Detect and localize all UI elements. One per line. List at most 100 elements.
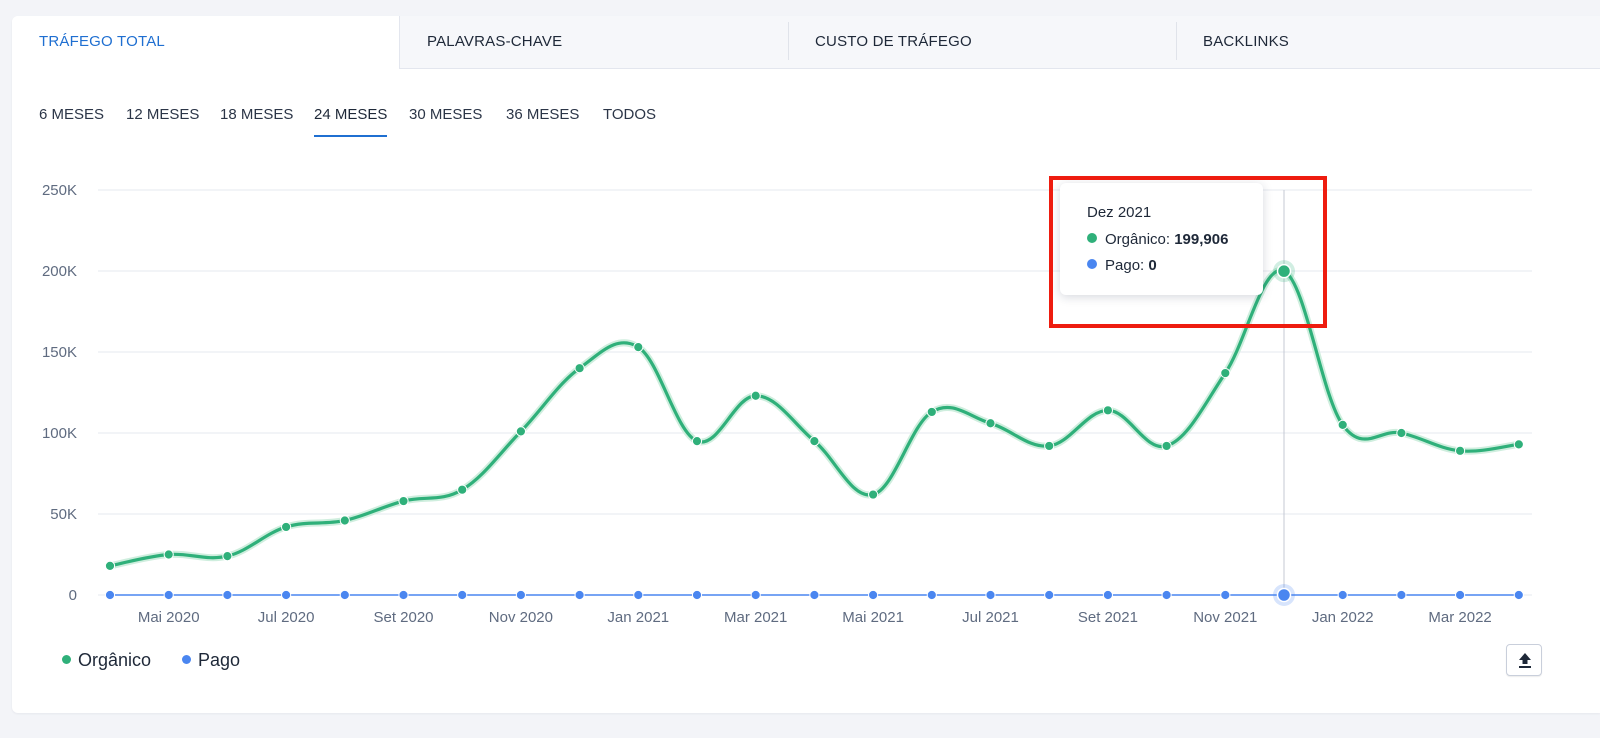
- y-tick-label: 0: [69, 587, 77, 604]
- paid-data-point: [1396, 589, 1407, 601]
- organic-data-point: [633, 342, 644, 353]
- organic-data-point: [163, 549, 174, 560]
- upload-icon: [1519, 653, 1531, 668]
- organic-data-point: [104, 560, 116, 571]
- organic-data-point: [222, 551, 233, 562]
- paid-data-point: [163, 589, 174, 601]
- legend-organic[interactable]: Orgânico: [62, 650, 151, 671]
- period-36-meses[interactable]: 36 MESES: [506, 106, 580, 123]
- tooltip-organic-value: 199,906: [1174, 231, 1229, 248]
- tab-trafego-total[interactable]: TRÁFEGO TOTAL: [12, 16, 400, 69]
- legend-organic-label: Orgânico: [78, 650, 152, 670]
- tab-backlinks[interactable]: BACKLINKS: [1203, 33, 1289, 50]
- paid-data-point: [1161, 589, 1172, 601]
- tooltip-title: Dez 2021: [1087, 204, 1152, 221]
- paid-data-point: [868, 589, 879, 601]
- x-tick-label: Mai 2021: [842, 609, 904, 626]
- y-tick-label: 150K: [42, 344, 77, 361]
- organic-data-point: [457, 484, 468, 495]
- paid-data-point: [1220, 589, 1231, 601]
- paid-data-point: [985, 589, 996, 601]
- x-tick-label: Jul 2020: [258, 609, 315, 626]
- legend-paid-label: Pago: [198, 650, 241, 670]
- period-18-meses[interactable]: 18 MESES: [220, 106, 294, 123]
- x-tick-label: Jul 2021: [962, 609, 1019, 626]
- organic-data-point: [926, 406, 937, 418]
- paid-data-point: [1455, 589, 1466, 601]
- tooltip-paid-value: 0: [1148, 257, 1157, 274]
- tooltip-paid-label: Pago:: [1105, 257, 1145, 274]
- export-button[interactable]: [1506, 644, 1542, 676]
- traffic-card: TRÁFEGO TOTAL PALAVRAS-CHAVE CUSTO DE TR…: [12, 16, 1600, 713]
- tab-palavras-chave[interactable]: PALAVRAS-CHAVE: [427, 33, 563, 50]
- x-tick-label: Jan 2021: [607, 609, 669, 626]
- paid-data-point: [1102, 589, 1114, 601]
- y-tick-label: 50K: [50, 506, 77, 523]
- legend-paid[interactable]: Pago: [182, 650, 240, 671]
- x-tick-label: Mai 2020: [138, 609, 200, 626]
- x-tick-label: Nov 2021: [1193, 609, 1257, 626]
- period-todos[interactable]: TODOS: [603, 106, 657, 123]
- paid-data-point: [1337, 589, 1348, 601]
- paid-data-point: [1513, 589, 1524, 601]
- paid-data-point: [809, 589, 820, 601]
- organic-data-point: [1455, 445, 1466, 456]
- organic-data-point: [691, 436, 703, 447]
- paid-data-point: [222, 589, 233, 601]
- x-tick-label: Mar 2021: [724, 609, 787, 626]
- organic-data-point: [398, 495, 409, 507]
- tooltip-organic-label: Orgânico:: [1105, 231, 1171, 248]
- paid-highlight-point: [1276, 587, 1292, 603]
- chart-tooltip: Dez 2021 Orgânico: 199,906 Pago: 0: [1060, 183, 1263, 295]
- organic-data-point: [1220, 367, 1231, 379]
- organic-data-point: [281, 521, 292, 533]
- organic-data-point: [1102, 405, 1114, 416]
- organic-data-point: [985, 418, 996, 429]
- period-6-meses[interactable]: 6 MESES: [39, 106, 105, 123]
- paid-data-point: [926, 589, 937, 601]
- paid-data-point: [339, 589, 350, 601]
- tab-divider: [788, 22, 789, 60]
- organic-data-point: [1513, 439, 1524, 450]
- organic-data-point: [339, 515, 350, 526]
- period-24-meses[interactable]: 24 MESES: [314, 106, 388, 137]
- period-30-meses[interactable]: 30 MESES: [409, 106, 483, 123]
- y-tick-label: 100K: [42, 425, 77, 442]
- highlight-annotation-box: [1049, 176, 1327, 328]
- period-12-meses[interactable]: 12 MESES: [126, 106, 200, 123]
- tooltip-organic-row: Orgânico: 199,906: [1087, 231, 1228, 248]
- tab-custo-de-trafego[interactable]: CUSTO DE TRÁFEGO: [815, 33, 972, 50]
- x-tick-label: Set 2021: [1078, 609, 1138, 626]
- paid-data-point: [515, 589, 527, 601]
- paid-dot-icon: [1087, 259, 1097, 269]
- organic-data-point: [750, 390, 761, 401]
- organic-dot-icon: [62, 655, 71, 664]
- tab-bar: TRÁFEGO TOTAL PALAVRAS-CHAVE CUSTO DE TR…: [12, 16, 1600, 69]
- x-tick-label: Mar 2022: [1428, 609, 1491, 626]
- y-tick-label: 200K: [42, 263, 77, 280]
- x-tick-label: Nov 2020: [489, 609, 553, 626]
- organic-data-point: [1396, 427, 1407, 439]
- paid-data-point: [750, 589, 761, 601]
- organic-data-point: [1044, 440, 1055, 452]
- tooltip-paid-row: Pago: 0: [1087, 257, 1157, 274]
- organic-highlight-point: [1276, 263, 1292, 279]
- paid-dot-icon: [182, 655, 191, 664]
- organic-data-point: [868, 489, 879, 500]
- paid-data-point: [104, 589, 116, 601]
- x-tick-label: Set 2020: [373, 609, 433, 626]
- paid-data-point: [398, 589, 409, 601]
- paid-data-point: [281, 589, 292, 601]
- organic-dot-icon: [1087, 233, 1097, 243]
- paid-data-point: [457, 589, 468, 601]
- organic-data-point: [515, 426, 527, 437]
- paid-data-point: [574, 589, 585, 601]
- tab-divider: [1176, 22, 1177, 60]
- paid-data-point: [1044, 589, 1055, 601]
- x-tick-label: Jan 2022: [1312, 609, 1374, 626]
- organic-data-point: [1161, 440, 1172, 452]
- y-tick-label: 250K: [42, 182, 77, 199]
- organic-data-point: [1337, 419, 1348, 430]
- organic-data-point: [809, 436, 820, 447]
